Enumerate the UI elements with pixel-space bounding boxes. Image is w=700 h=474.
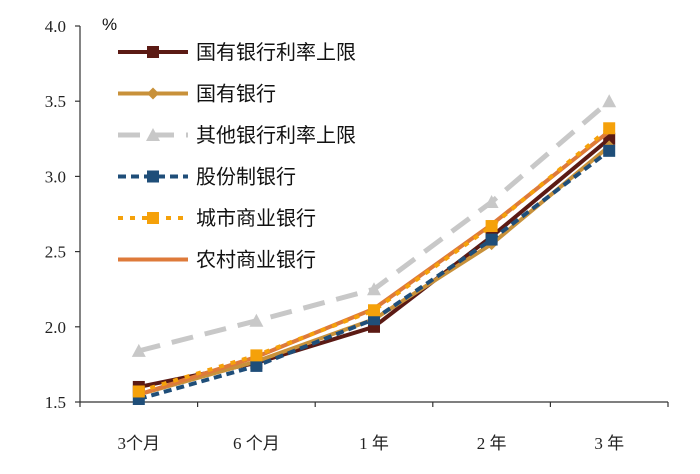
data-point — [603, 144, 616, 157]
y-tick-label: 2.5 — [45, 243, 66, 262]
series-3 — [131, 94, 617, 357]
data-point — [367, 282, 381, 296]
legend-swatch-marker — [147, 46, 159, 58]
legend-item: 国有银行利率上限 — [118, 40, 356, 64]
y-tick-label: 2.0 — [45, 318, 66, 337]
legend-label: 城市商业银行 — [196, 206, 316, 230]
legend-item: 农村商业银行 — [118, 248, 316, 272]
data-point — [602, 94, 617, 108]
series-4 — [132, 144, 616, 405]
data-point — [132, 385, 145, 398]
data-point — [485, 233, 498, 246]
data-point — [485, 220, 498, 233]
legend-swatch-marker — [147, 212, 159, 224]
legend-label: 国有银行利率上限 — [196, 40, 356, 64]
legend-swatch-marker — [146, 128, 160, 141]
data-point — [368, 313, 380, 326]
legend-label: 农村商业银行 — [196, 248, 316, 272]
legend-label: 国有银行 — [196, 82, 276, 106]
axes: 1.5 2.0 2.5 3.0 3.5 4.0 3个月 6 个月 1 年 2 年 3 年 — [45, 17, 669, 453]
data-point — [249, 313, 264, 327]
data-point — [250, 349, 263, 362]
legend-item: 城市商业银行 — [118, 206, 316, 230]
x-tick-label: 6 个月 — [233, 434, 280, 453]
data-point — [603, 122, 616, 135]
x-tick-label: 3个月 — [118, 434, 161, 453]
series-layer — [131, 94, 617, 405]
y-tick-label: 3.5 — [45, 92, 66, 111]
legend-item: 国有银行 — [118, 82, 276, 106]
x-tick-label: 1 年 — [359, 434, 389, 453]
legend-item: 股份制银行 — [118, 165, 296, 189]
legend-label: 其他银行利率上限 — [196, 123, 356, 147]
x-tick-label: 3 年 — [594, 434, 624, 453]
y-tick-label: 4.0 — [45, 17, 66, 36]
y-tick-label: 3.0 — [45, 167, 66, 186]
data-point — [131, 343, 146, 357]
legend-item: 其他银行利率上限 — [118, 123, 356, 147]
data-point — [368, 304, 380, 317]
legend-swatch-marker — [147, 170, 159, 183]
x-tick-label: 2 年 — [477, 434, 507, 453]
data-point — [250, 359, 263, 372]
series-5 — [132, 122, 616, 398]
legend-swatch-marker — [147, 87, 159, 100]
unit-label: % — [102, 15, 117, 34]
data-point — [484, 194, 499, 208]
y-tick-label: 1.5 — [45, 393, 66, 412]
legend-label: 股份制银行 — [196, 165, 296, 189]
series-line — [138, 126, 611, 394]
